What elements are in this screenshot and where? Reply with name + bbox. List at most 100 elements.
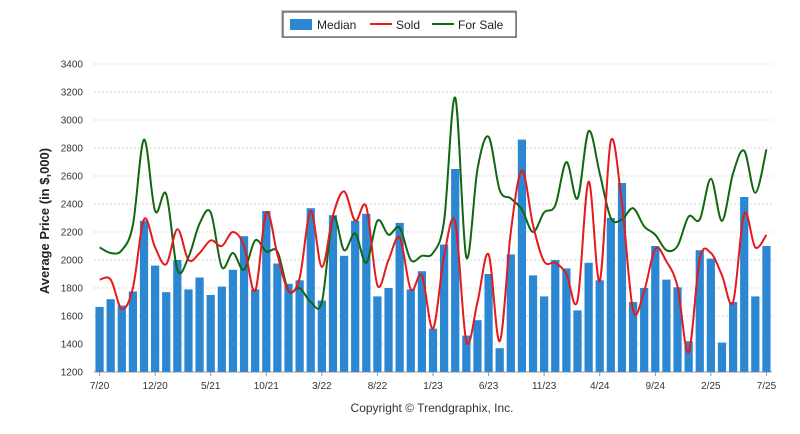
median-bar <box>206 295 215 372</box>
y-tick-label: 1600 <box>61 312 84 323</box>
x-tick-label: 9/24 <box>646 381 666 392</box>
median-bar <box>139 220 149 372</box>
x-tick-label: 10/21 <box>254 381 279 392</box>
y-axis-ticks: 1200 1400 1600 1800 2000 2200 2400 2600 2800 3000… <box>61 60 84 379</box>
median-bar <box>573 310 582 372</box>
series-lines <box>99 96 768 354</box>
median-bar <box>162 292 171 372</box>
median-bar <box>706 258 715 372</box>
median-bar <box>217 286 226 372</box>
median-bar <box>562 268 571 372</box>
median-bar <box>195 277 204 372</box>
median-bar <box>651 246 660 372</box>
median-bar <box>640 288 649 372</box>
x-axis-ticks: 7/20 12/20 5/21 10/21 3/22 8/22 1/23 6/23 11/23 4… <box>90 372 777 392</box>
median-bar <box>606 218 615 372</box>
sold-line <box>99 137 768 354</box>
median-bar <box>473 320 482 372</box>
median-bar <box>751 296 760 372</box>
x-tick-label: 4/24 <box>590 381 610 392</box>
median-bar <box>117 305 126 372</box>
y-axis-label: Average Price (in $,000) <box>37 148 52 294</box>
median-bar <box>128 291 138 372</box>
median-bar <box>528 275 538 372</box>
median-bar <box>551 260 560 372</box>
median-bar <box>384 288 393 372</box>
median-bar <box>517 139 527 372</box>
x-tick-label: 12/20 <box>143 381 168 392</box>
x-tick-label: 11/23 <box>532 381 557 392</box>
median-bar <box>495 348 504 372</box>
legend-sold-label: Sold <box>396 18 420 32</box>
median-bar <box>362 213 371 372</box>
y-tick-label: 2200 <box>61 228 84 239</box>
median-bar <box>506 254 515 372</box>
median-bars <box>95 139 771 372</box>
median-bar <box>662 279 671 372</box>
y-tick-label: 2400 <box>61 200 84 211</box>
median-bar <box>417 271 426 372</box>
median-bar <box>740 197 749 372</box>
median-bar <box>451 169 460 372</box>
median-bar <box>584 262 593 372</box>
median-bar <box>184 289 193 372</box>
x-tick-label: 6/23 <box>479 381 499 392</box>
y-tick-label: 3200 <box>61 88 84 99</box>
x-tick-label: 3/22 <box>312 381 332 392</box>
median-bar <box>273 263 282 372</box>
y-tick-label: 2800 <box>61 144 84 155</box>
median-bar <box>317 300 326 372</box>
x-tick-label: 2/25 <box>701 381 721 392</box>
y-tick-label: 3400 <box>61 60 84 71</box>
median-bar <box>95 306 104 372</box>
median-bar <box>406 289 415 372</box>
x-tick-label: 8/22 <box>368 381 388 392</box>
median-bar <box>617 183 627 372</box>
median-bar <box>339 255 349 372</box>
median-bar <box>251 289 260 372</box>
median-bar <box>295 280 304 372</box>
median-bar <box>484 274 493 372</box>
legend-median-swatch <box>290 19 312 30</box>
y-tick-label: 1800 <box>61 284 84 295</box>
median-bar <box>595 280 604 372</box>
median-bar <box>628 302 638 372</box>
median-bar <box>228 269 238 372</box>
median-bar <box>328 215 338 372</box>
legend: Median Sold For Sale <box>281 10 517 38</box>
median-bar <box>306 208 315 372</box>
median-bar <box>440 244 449 372</box>
y-tick-label: 2600 <box>61 172 84 183</box>
median-bar <box>262 211 271 372</box>
x-tick-label: 1/23 <box>423 381 443 392</box>
legend-forsale-label: For Sale <box>458 18 504 32</box>
x-tick-label: 7/25 <box>757 381 777 392</box>
copyright: Copyright © Trendgraphix, Inc. <box>351 401 514 415</box>
y-tick-label: 2000 <box>61 256 84 267</box>
median-bar <box>106 299 115 372</box>
median-bar <box>173 260 182 372</box>
median-bar <box>684 341 693 372</box>
median-bar <box>728 302 738 372</box>
median-bar <box>428 328 438 372</box>
median-bar <box>540 296 549 372</box>
y-tick-label: 3000 <box>61 116 84 127</box>
median-bar <box>673 287 682 372</box>
median-bar <box>239 236 249 372</box>
median-bar <box>373 296 382 372</box>
median-bar <box>717 342 727 372</box>
median-bar <box>395 222 404 372</box>
for-sale-line <box>99 96 768 310</box>
legend-median-label: Median <box>317 18 356 32</box>
median-bar <box>762 246 771 372</box>
median-bar <box>151 265 160 372</box>
x-tick-label: 7/20 <box>90 381 110 392</box>
x-tick-label: 5/21 <box>201 381 221 392</box>
median-bar <box>284 283 293 372</box>
median-bar <box>695 250 704 372</box>
median-bar <box>351 220 360 372</box>
y-tick-label: 1200 <box>61 368 84 379</box>
y-tick-label: 1400 <box>61 340 84 351</box>
median-bar <box>462 335 471 372</box>
